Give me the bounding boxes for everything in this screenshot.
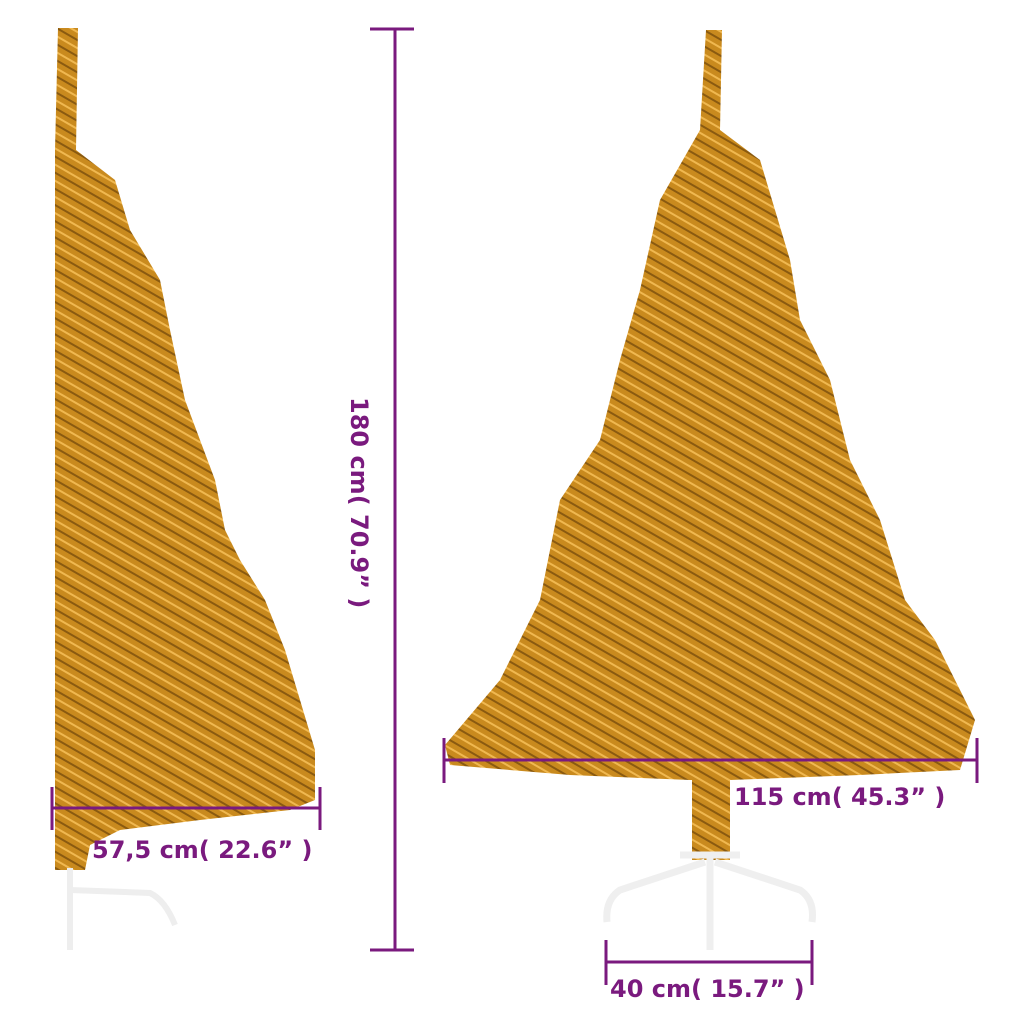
height-dimension-line [370,27,414,952]
width-dimension-line [442,738,979,783]
half-tree-stand [67,868,178,950]
full-tree [445,30,975,950]
stand-dimension-line [604,940,814,985]
half-tree [55,28,315,950]
half-tree-depth-label: 57,5 cm( 22.6” ) [92,836,313,864]
tree-stand [603,851,816,950]
full-tree-foliage [445,30,975,780]
trunk [692,770,730,860]
depth-dimension-line [50,787,322,830]
half-tree-foliage [55,28,315,870]
height-label: 180 cm( 70.9” ) [345,397,373,609]
stand-width-label: 40 cm( 15.7” ) [610,975,805,1003]
tree-width-label: 115 cm( 45.3” ) [734,783,946,811]
